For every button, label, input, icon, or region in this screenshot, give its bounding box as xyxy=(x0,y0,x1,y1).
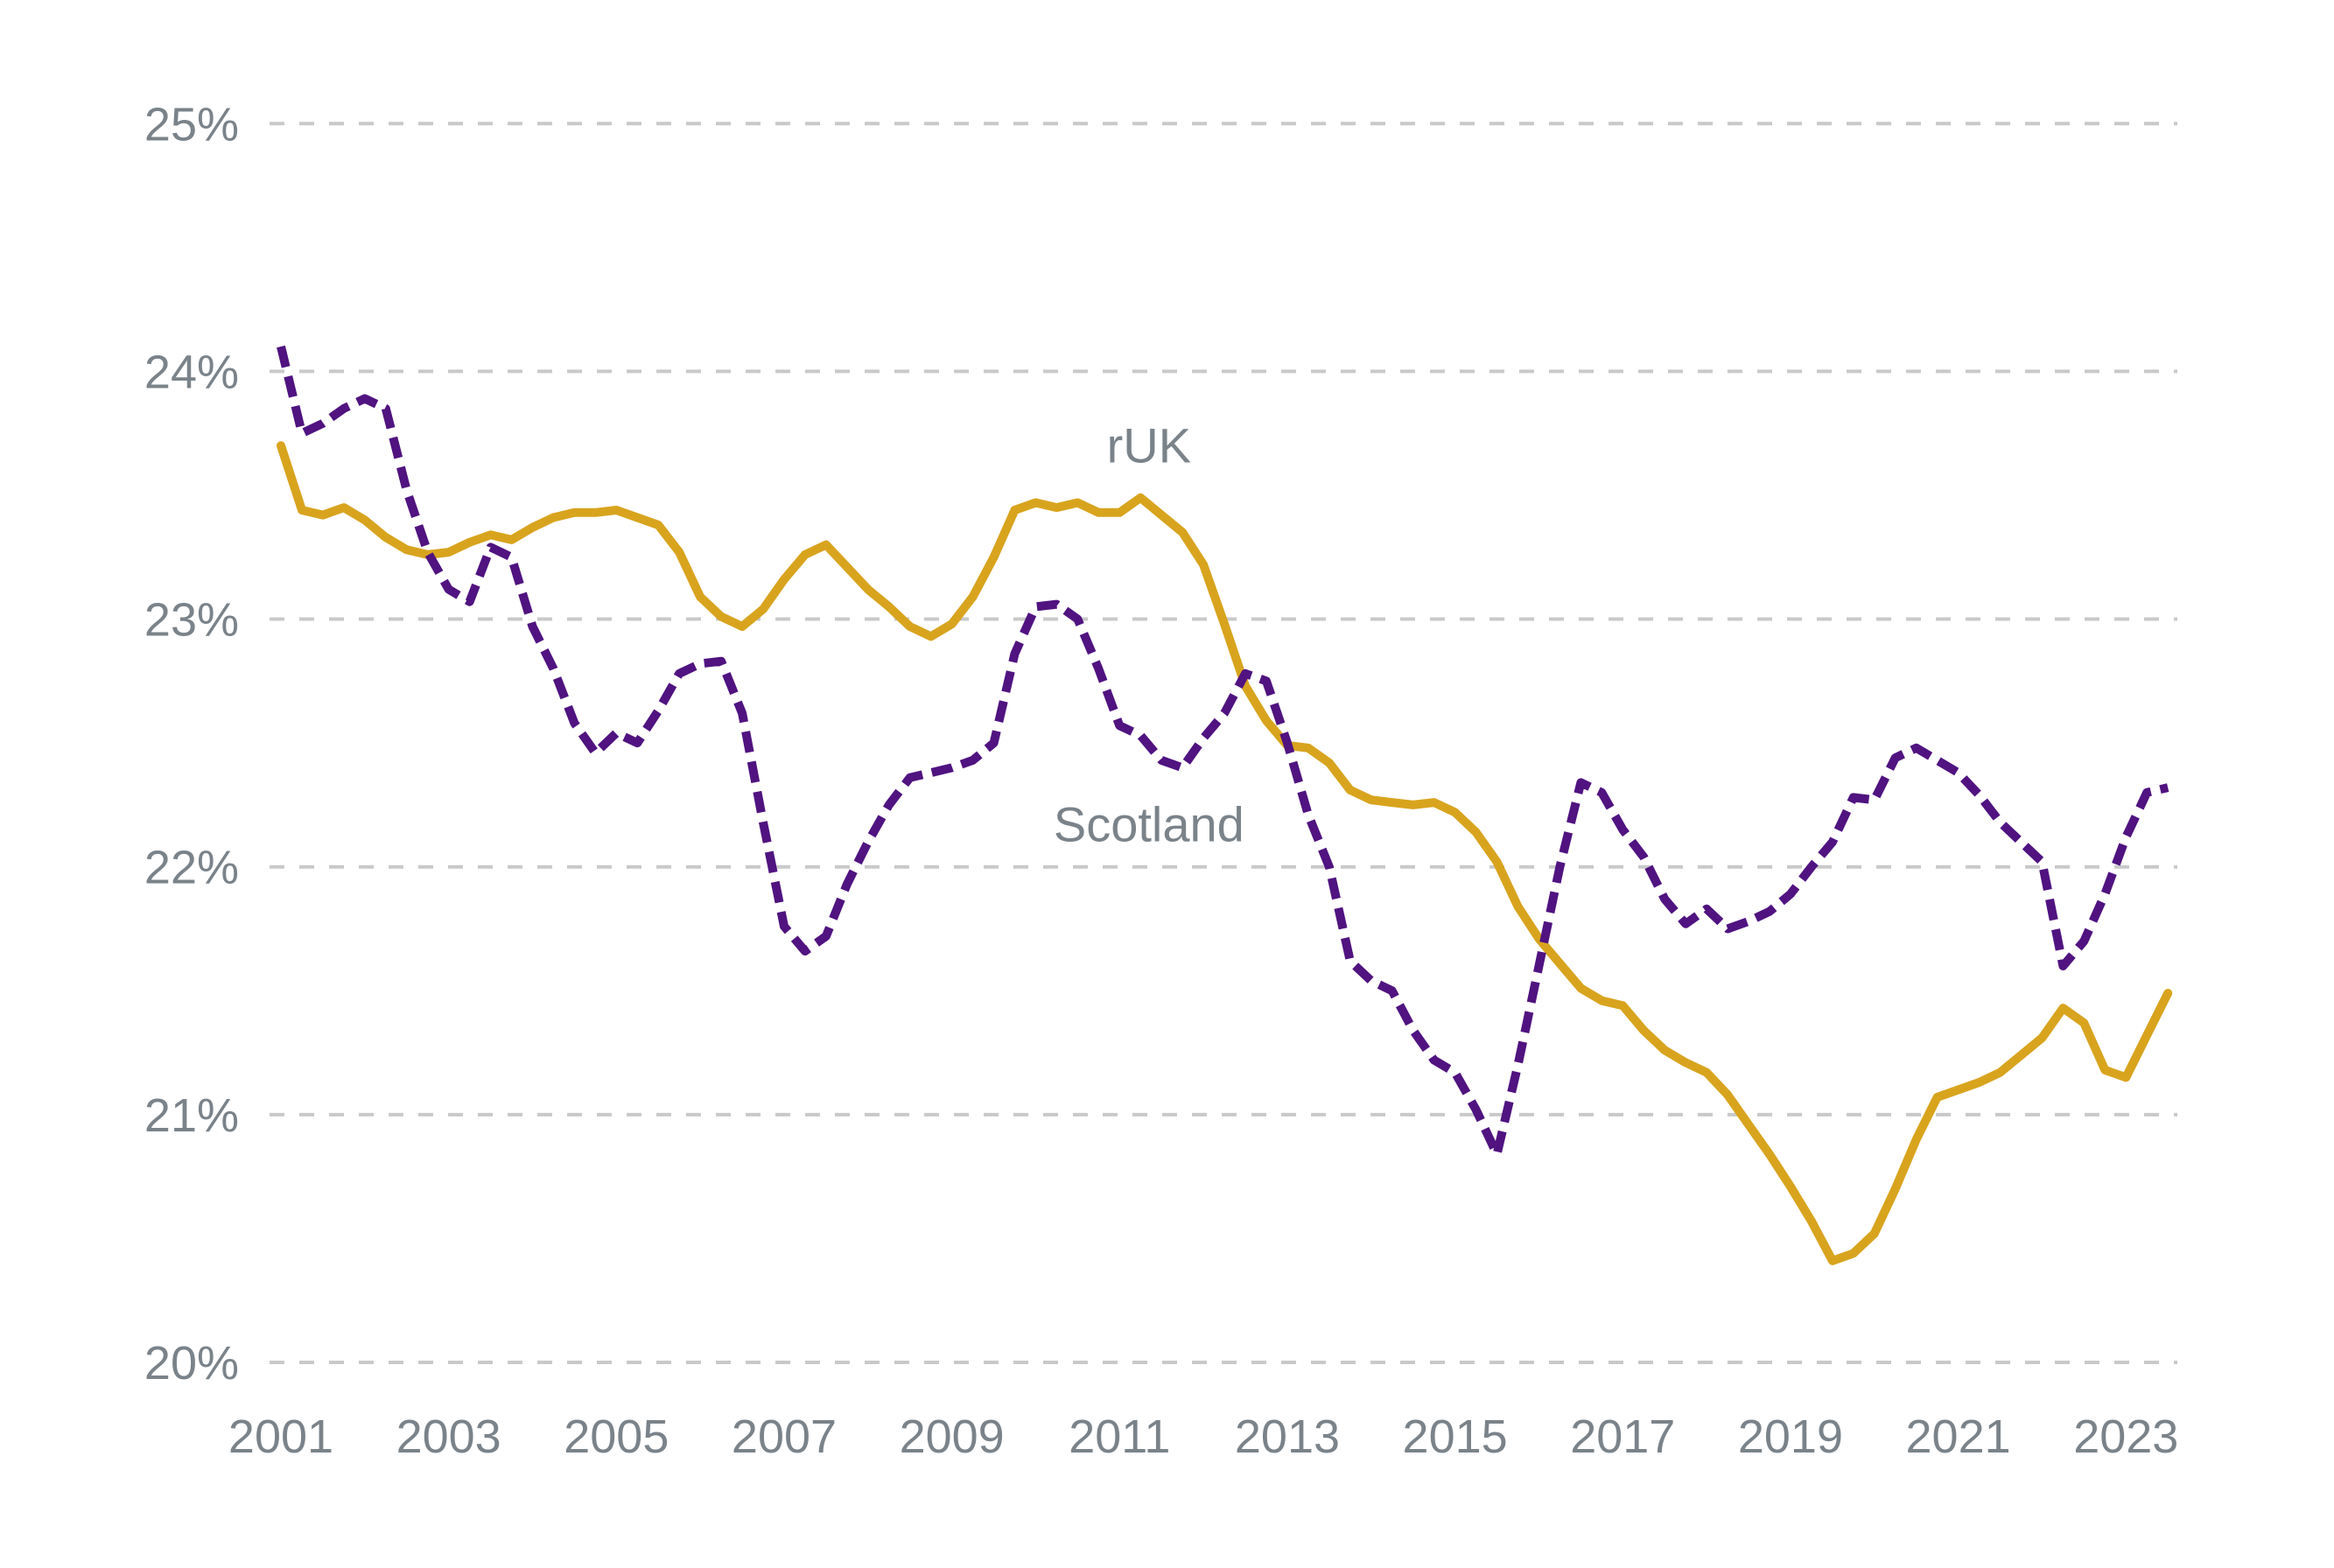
x-axis-label-2021: 2021 xyxy=(1906,1410,2011,1463)
x-axis-label-2015: 2015 xyxy=(1403,1410,1508,1463)
y-axis-label-25: 25% xyxy=(144,98,239,150)
x-axis-label-2011: 2011 xyxy=(1069,1410,1170,1463)
y-axis-label-20: 20% xyxy=(144,1337,239,1390)
x-axis-label-2003: 2003 xyxy=(396,1410,501,1463)
ruk-series-line xyxy=(277,441,2173,1265)
y-axis-label-23: 23% xyxy=(144,594,239,647)
y-axis-label-24: 24% xyxy=(144,346,239,398)
gridlines-group xyxy=(270,122,2177,1364)
x-axis-labels-group: 2001 2003 2005 2007 2009 2011 2013 2015 2017 2019… xyxy=(228,1410,2178,1463)
y-axis-label-22: 22% xyxy=(144,842,239,894)
x-axis-label-2017: 2017 xyxy=(1570,1410,1675,1463)
scotland-series-label: Scotland xyxy=(1054,797,1244,852)
x-axis-label-2023: 2023 xyxy=(2073,1410,2178,1463)
y-axis-label-21: 21% xyxy=(144,1089,239,1142)
scotland-series-line xyxy=(277,345,2169,1159)
ruk-series-label: rUK xyxy=(1107,417,1191,472)
x-axis-label-2009: 2009 xyxy=(900,1410,1005,1463)
x-axis-label-2019: 2019 xyxy=(1738,1410,1843,1463)
x-axis-label-2013: 2013 xyxy=(1235,1410,1340,1463)
x-axis-label-2001: 2001 xyxy=(228,1410,333,1463)
x-axis-label-2007: 2007 xyxy=(732,1410,837,1463)
x-axis-label-2005: 2005 xyxy=(564,1410,669,1463)
y-axis-labels-group: 25% 24% 23% 22% 21% 20% xyxy=(144,98,239,1390)
